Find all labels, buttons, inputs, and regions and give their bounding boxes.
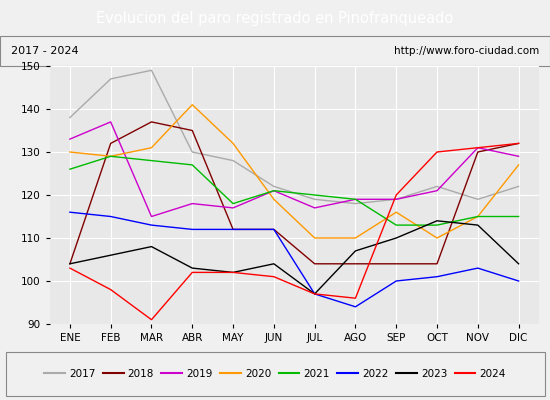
Legend: 2017, 2018, 2019, 2020, 2021, 2022, 2023, 2024: 2017, 2018, 2019, 2020, 2021, 2022, 2023… bbox=[40, 365, 510, 383]
Text: http://www.foro-ciudad.com: http://www.foro-ciudad.com bbox=[394, 46, 539, 56]
Text: Evolucion del paro registrado en Pinofranqueado: Evolucion del paro registrado en Pinofra… bbox=[96, 10, 454, 26]
Text: 2017 - 2024: 2017 - 2024 bbox=[11, 46, 79, 56]
